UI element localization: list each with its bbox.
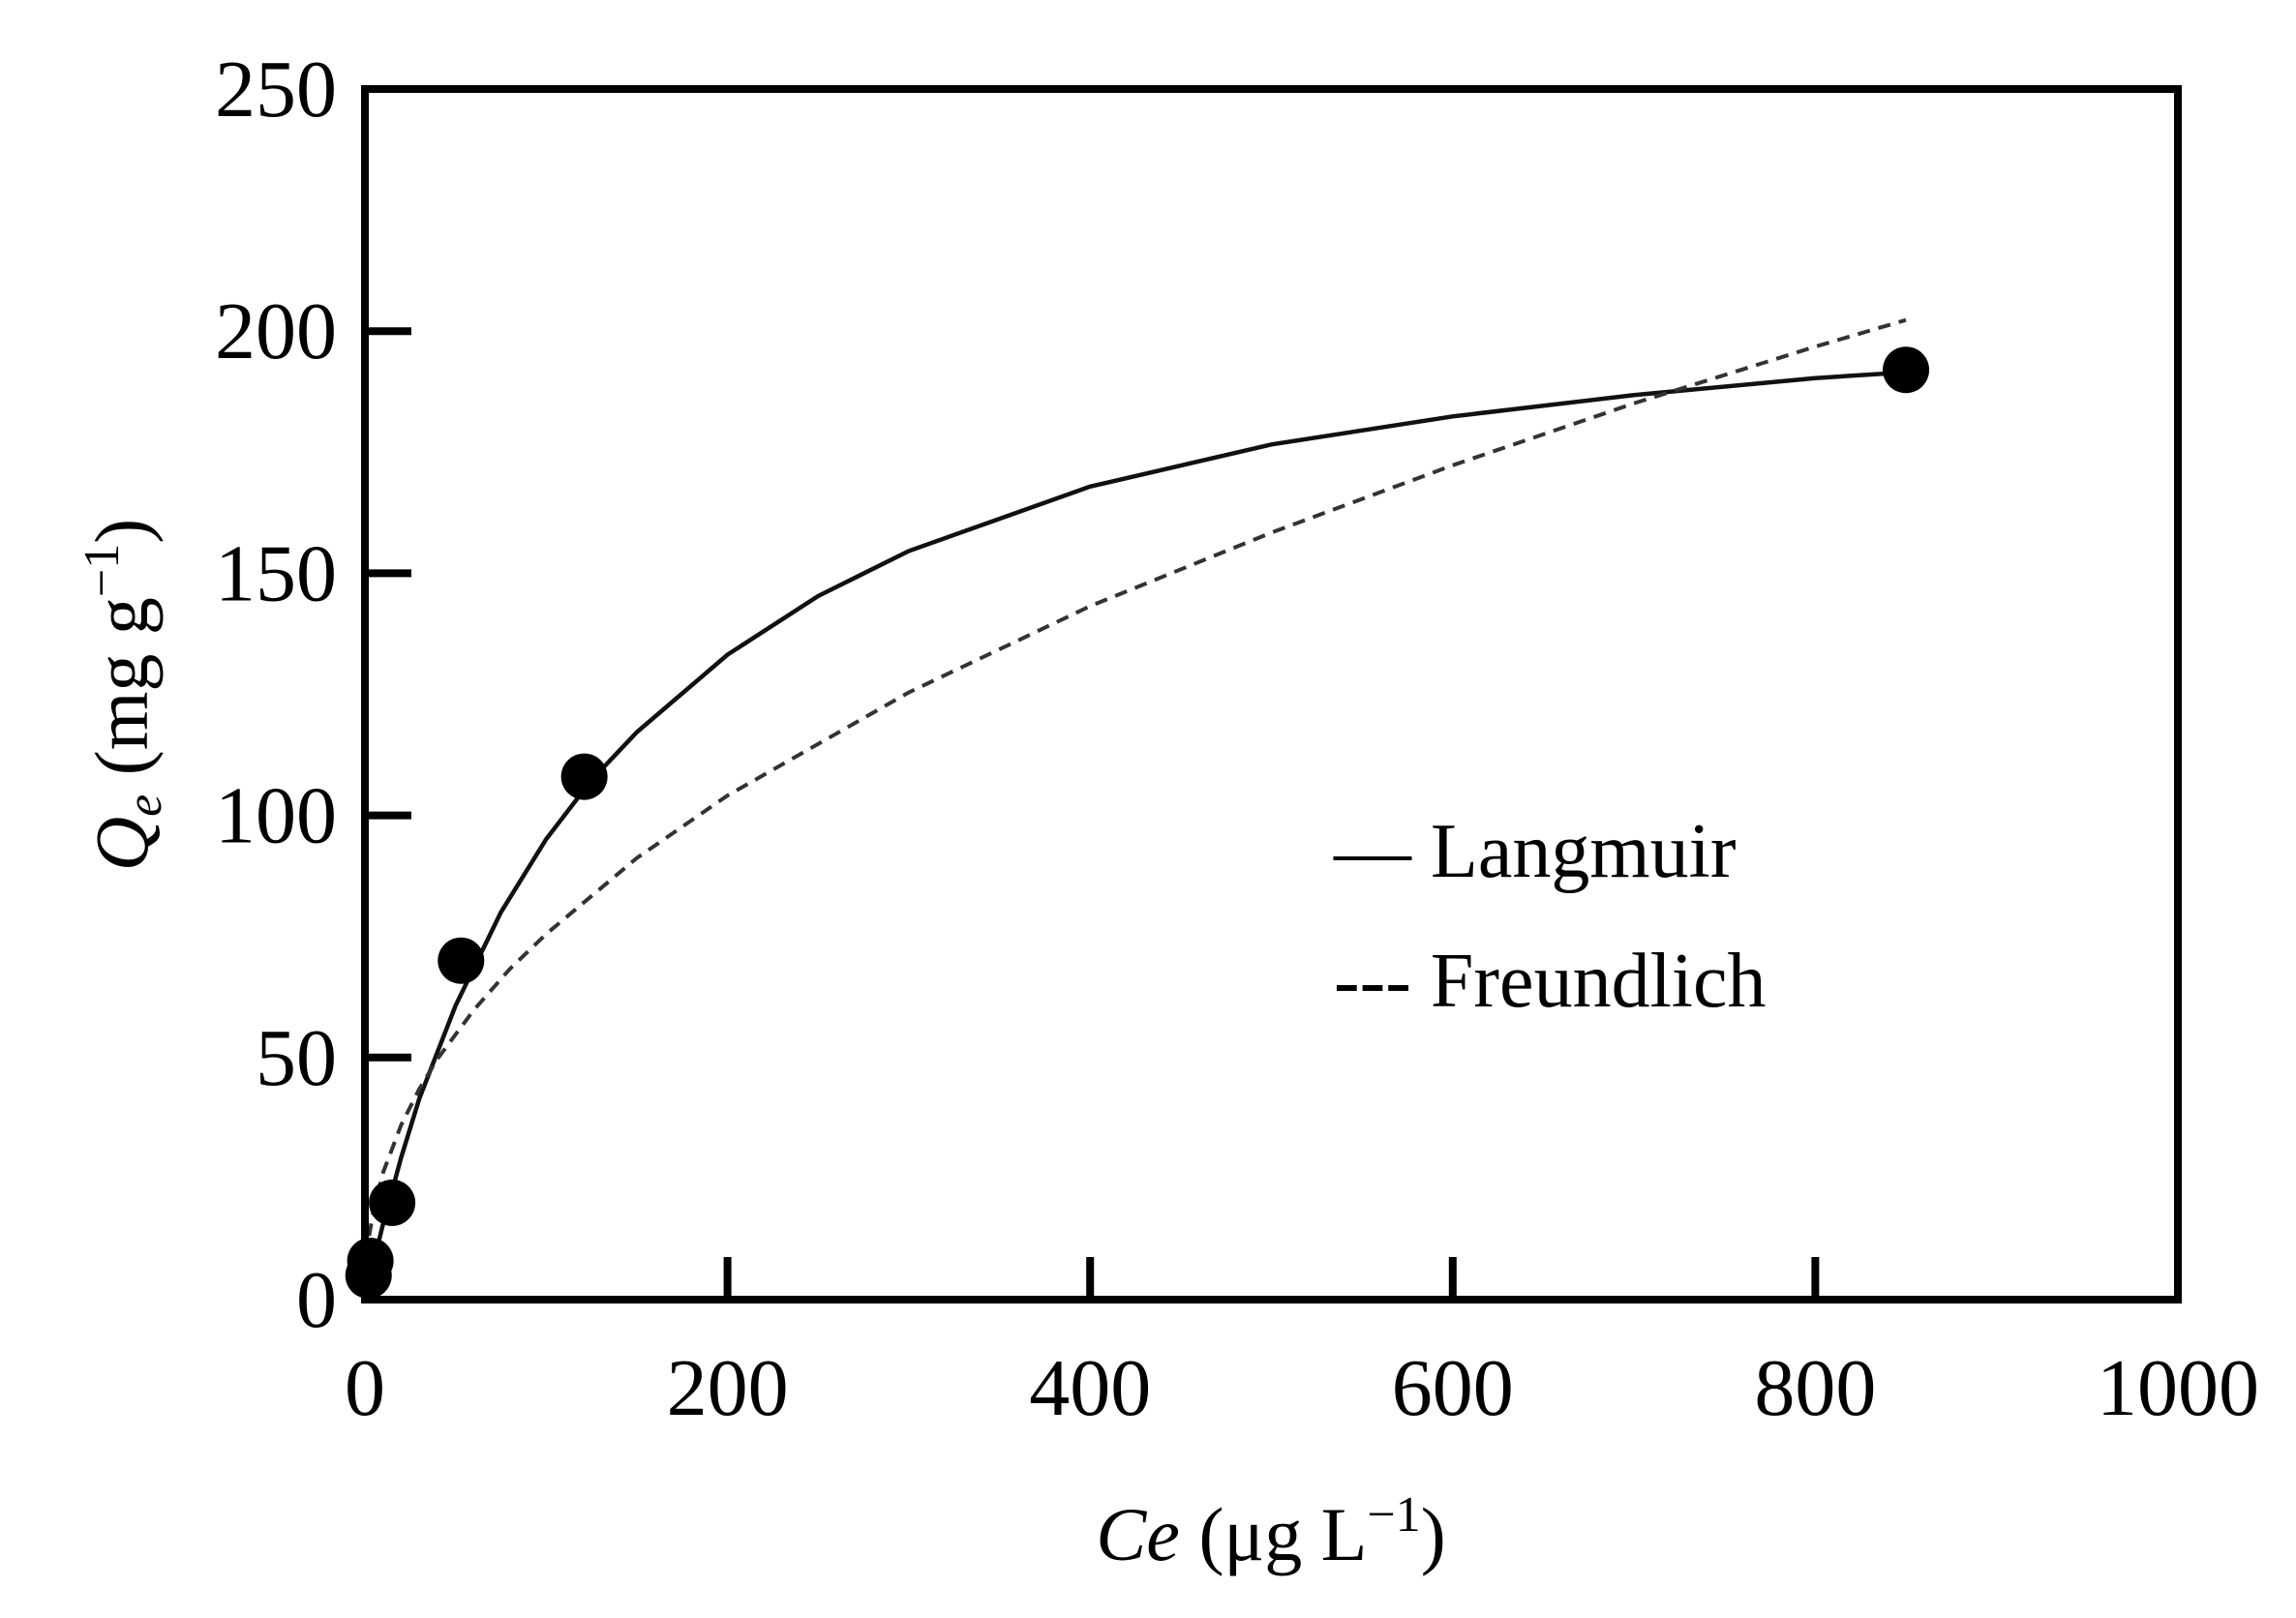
axis-ticks: [365, 327, 1820, 1300]
legend-langmuir: — Langmuir: [1333, 809, 1736, 894]
y-tick-label: 150: [215, 528, 337, 618]
y-tick-labels: 0 50 100 150 200 250: [215, 45, 337, 1345]
data-point: [1883, 346, 1930, 394]
y-tick-label: 200: [215, 286, 337, 376]
data-point: [369, 1179, 416, 1226]
data-points: [345, 346, 1930, 1299]
x-tick-label: 0: [345, 1343, 385, 1433]
legend-freundlich: --- Freundlich: [1334, 939, 1767, 1024]
y-axis-title: Qe (mg g−1): [75, 519, 172, 871]
data-point: [347, 1237, 394, 1284]
data-point: [438, 937, 485, 984]
y-tick-label: 50: [256, 1013, 337, 1103]
fit-curves: [362, 317, 1907, 1301]
y-tick-label: 0: [296, 1255, 337, 1345]
x-tick-label: 200: [667, 1343, 789, 1433]
x-tick-label: 400: [1029, 1343, 1151, 1433]
data-point: [560, 753, 608, 800]
x-tick-label: 800: [1754, 1343, 1876, 1433]
langmuir-curve: [362, 370, 1907, 1301]
plot-frame: [361, 85, 2182, 1303]
x-tick-labels: 0 200 400 600 800 1000: [345, 1343, 2259, 1433]
y-tick-label: 100: [215, 771, 337, 861]
x-axis-title: Ce (μg L−1): [1096, 1487, 1445, 1576]
y-tick-label: 250: [215, 45, 337, 135]
x-tick-label: 1000: [2097, 1343, 2259, 1433]
x-tick-label: 600: [1392, 1343, 1514, 1433]
freundlich-curve: [363, 317, 1907, 1301]
